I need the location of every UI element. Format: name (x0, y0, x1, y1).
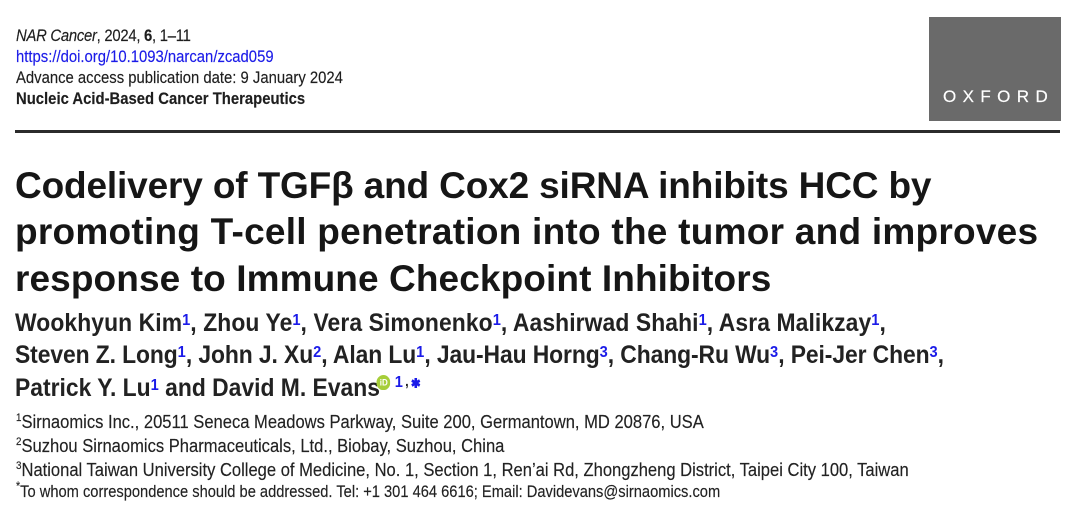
svg-text:iD: iD (380, 378, 388, 388)
